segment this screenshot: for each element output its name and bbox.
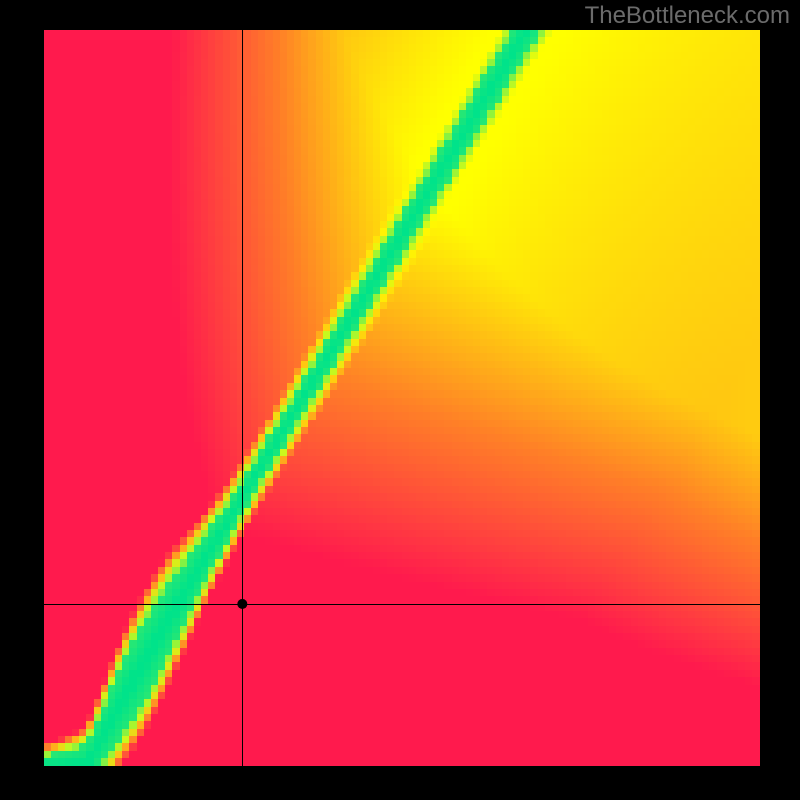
heatmap-plot <box>44 30 760 766</box>
heatmap-canvas <box>44 30 760 766</box>
chart-container: TheBottleneck.com <box>0 0 800 800</box>
watermark-text: TheBottleneck.com <box>585 2 790 30</box>
